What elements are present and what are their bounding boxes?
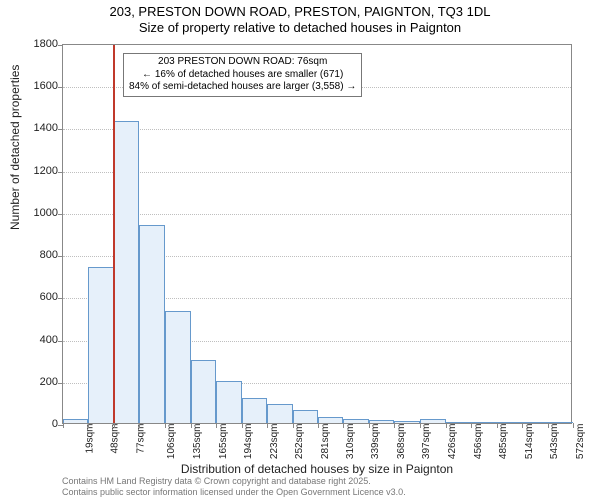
- title-line2: Size of property relative to detached ho…: [0, 20, 600, 36]
- x-tick-mark: [420, 423, 421, 428]
- x-tick-mark: [216, 423, 217, 428]
- x-tick-mark: [88, 423, 89, 428]
- y-tick-label: 600: [40, 291, 58, 303]
- x-tick-label: 77sqm: [135, 424, 146, 454]
- y-tick-label: 1400: [34, 122, 58, 134]
- x-tick-label: 572sqm: [575, 424, 586, 460]
- annotation-line2: ← 16% of detached houses are smaller (67…: [129, 69, 356, 82]
- x-tick-mark: [191, 423, 192, 428]
- x-tick-label: 456sqm: [473, 424, 484, 460]
- x-tick-label: 339sqm: [370, 424, 381, 460]
- y-axis-label: Number of detached properties: [8, 65, 22, 230]
- y-tick-mark: [58, 45, 63, 46]
- histogram-bar: [114, 121, 139, 423]
- histogram-bar: [88, 267, 113, 423]
- histogram-bar: [191, 360, 216, 423]
- x-tick-mark: [369, 423, 370, 428]
- x-tick-label: 106sqm: [166, 424, 177, 460]
- y-tick-label: 1600: [34, 80, 58, 92]
- x-tick-label: 543sqm: [549, 424, 560, 460]
- histogram-bar: [63, 419, 88, 423]
- x-tick-mark: [446, 423, 447, 428]
- y-tick-label: 800: [40, 249, 58, 261]
- y-tick-label: 400: [40, 334, 58, 346]
- histogram-bar: [293, 410, 318, 423]
- histogram-bar: [165, 311, 191, 423]
- y-tick-mark: [58, 129, 63, 130]
- footer-line1: Contains HM Land Registry data © Crown c…: [62, 476, 406, 487]
- x-tick-label: 368sqm: [396, 424, 407, 460]
- x-tick-label: 252sqm: [294, 424, 305, 460]
- x-tick-label: 514sqm: [524, 424, 535, 460]
- x-tick-mark: [471, 423, 472, 428]
- histogram-bar: [139, 225, 164, 423]
- y-tick-mark: [58, 87, 63, 88]
- x-tick-mark: [394, 423, 395, 428]
- histogram-bar: [318, 417, 343, 423]
- y-tick-mark: [58, 383, 63, 384]
- x-tick-mark: [139, 423, 140, 428]
- y-tick-mark: [58, 298, 63, 299]
- x-tick-label: 135sqm: [192, 424, 203, 460]
- x-tick-label: 485sqm: [498, 424, 509, 460]
- x-tick-mark: [548, 423, 549, 428]
- x-tick-mark: [343, 423, 344, 428]
- histogram-bar: [267, 404, 292, 423]
- x-tick-mark: [267, 423, 268, 428]
- y-tick-label: 0: [52, 418, 58, 430]
- x-tick-label: 426sqm: [447, 424, 458, 460]
- x-tick-label: 310sqm: [345, 424, 356, 460]
- x-tick-mark: [497, 423, 498, 428]
- reference-line: [113, 45, 115, 423]
- histogram-bar: [420, 419, 446, 423]
- x-tick-label: 223sqm: [269, 424, 280, 460]
- x-axis-label: Distribution of detached houses by size …: [62, 462, 572, 476]
- x-tick-label: 165sqm: [218, 424, 229, 460]
- histogram-bar: [343, 419, 368, 423]
- y-tick-mark: [58, 172, 63, 173]
- x-tick-mark: [573, 423, 574, 428]
- chart-plot-area: 19sqm48sqm77sqm106sqm135sqm165sqm194sqm2…: [62, 44, 572, 424]
- x-tick-label: 19sqm: [85, 424, 96, 454]
- x-tick-mark: [63, 423, 64, 428]
- histogram-bar: [216, 381, 241, 423]
- annotation-line1: 203 PRESTON DOWN ROAD: 76sqm: [129, 56, 356, 69]
- y-tick-label: 1000: [34, 207, 58, 219]
- histogram-bar: [242, 398, 267, 423]
- x-tick-mark: [114, 423, 115, 428]
- title-line1: 203, PRESTON DOWN ROAD, PRESTON, PAIGNTO…: [0, 4, 600, 20]
- x-tick-mark: [318, 423, 319, 428]
- annotation-box: 203 PRESTON DOWN ROAD: 76sqm← 16% of det…: [123, 53, 362, 97]
- x-tick-mark: [165, 423, 166, 428]
- y-tick-mark: [58, 341, 63, 342]
- y-tick-label: 1200: [34, 165, 58, 177]
- y-tick-mark: [58, 256, 63, 257]
- annotation-line3: 84% of semi-detached houses are larger (…: [129, 81, 356, 94]
- x-tick-label: 48sqm: [110, 424, 121, 454]
- y-tick-mark: [58, 214, 63, 215]
- x-tick-mark: [293, 423, 294, 428]
- x-tick-mark: [522, 423, 523, 428]
- y-tick-label: 1800: [34, 38, 58, 50]
- x-tick-mark: [242, 423, 243, 428]
- attribution-footer: Contains HM Land Registry data © Crown c…: [62, 476, 406, 498]
- x-tick-label: 397sqm: [421, 424, 432, 460]
- y-tick-label: 200: [40, 376, 58, 388]
- x-tick-label: 281sqm: [320, 424, 331, 460]
- x-tick-label: 194sqm: [243, 424, 254, 460]
- footer-line2: Contains public sector information licen…: [62, 487, 406, 498]
- chart-title-block: 203, PRESTON DOWN ROAD, PRESTON, PAIGNTO…: [0, 0, 600, 37]
